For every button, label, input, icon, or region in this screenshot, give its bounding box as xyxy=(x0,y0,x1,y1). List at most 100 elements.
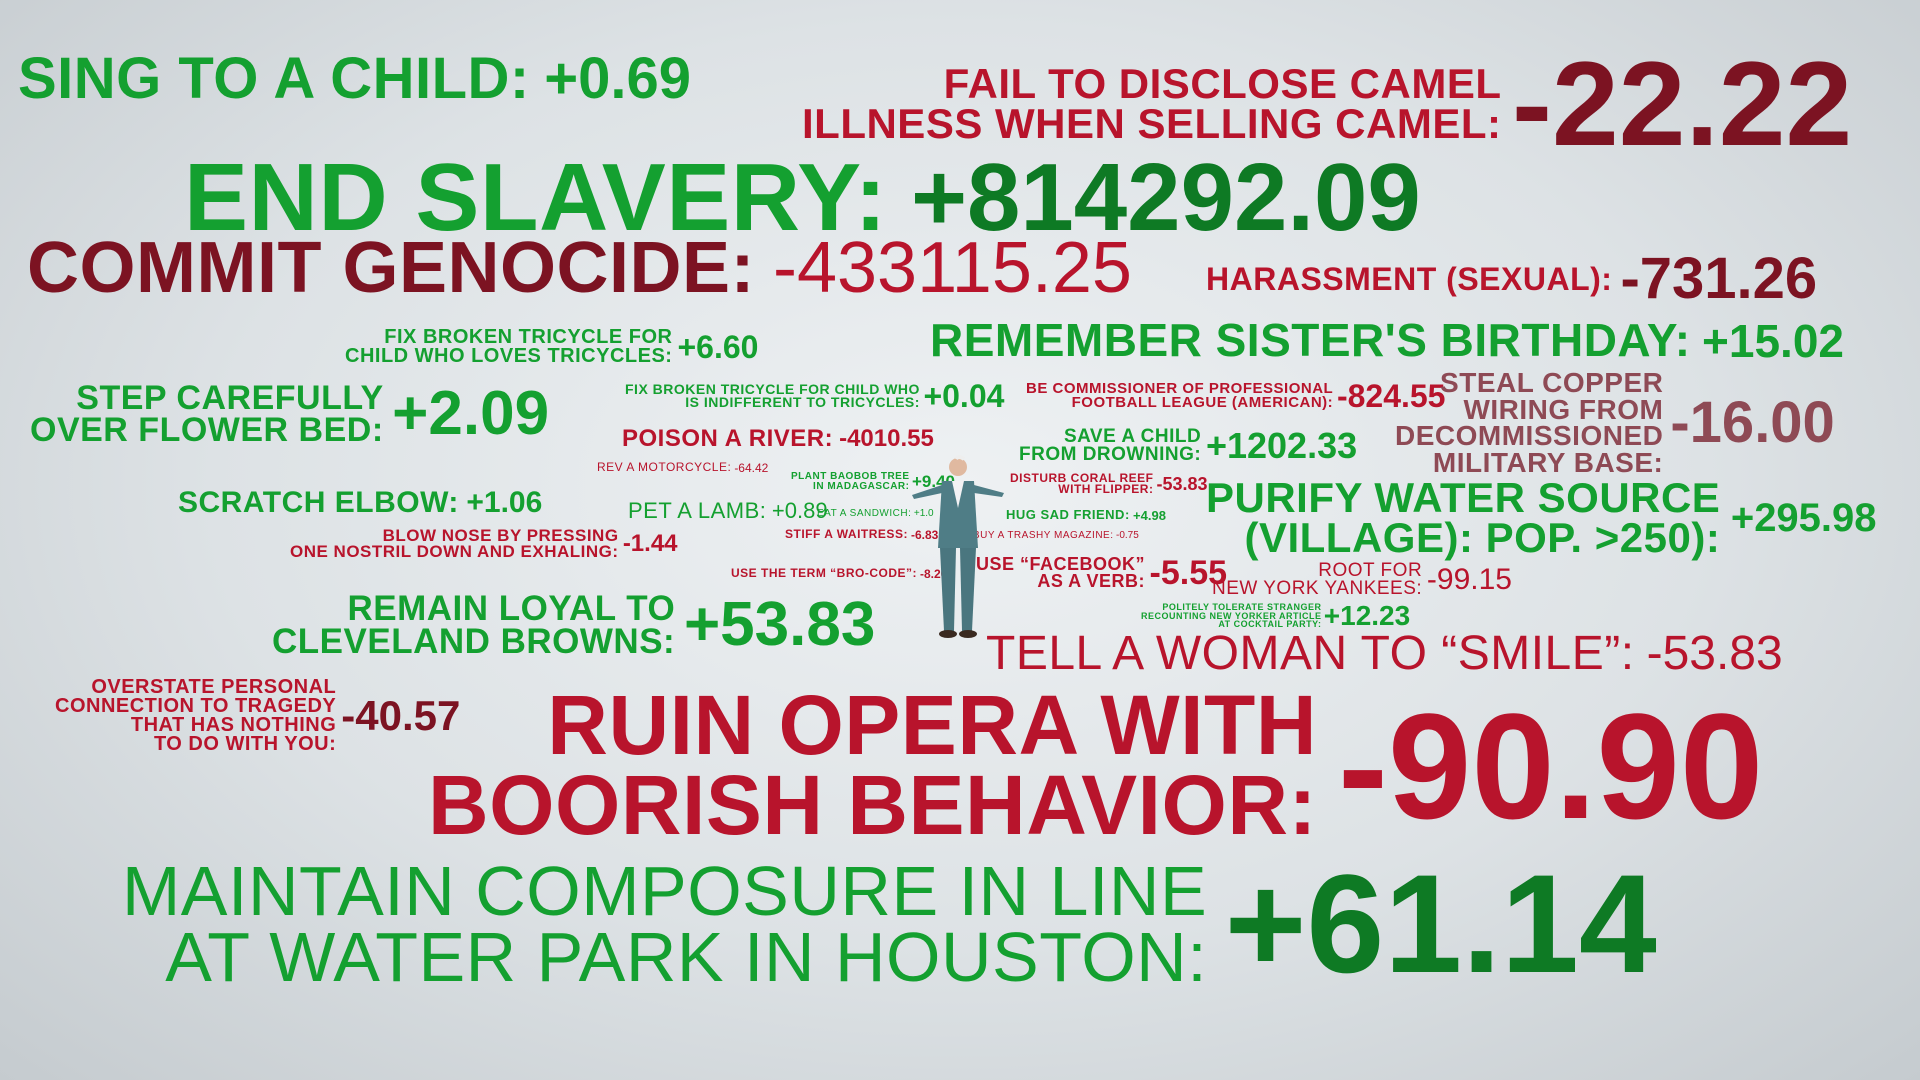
deed-label: USE “FACEBOOK” AS A VERB: xyxy=(976,554,1146,590)
deed-label: USE THE TERM “BRO-CODE”: xyxy=(731,566,917,581)
deed-label-line: IS INDIFFERENT TO TRICYCLES: xyxy=(685,394,920,410)
deed-label: BUY A TRASHY MAGAZINE: xyxy=(973,531,1114,541)
deed-label-line: REMAIN LOYAL TO xyxy=(347,589,676,628)
deed-label-line: DISTURB CORAL REEF xyxy=(1010,471,1154,485)
deed-label-line: ILLNESS WHEN SELLING CAMEL: xyxy=(802,100,1502,147)
deed-label-line: STIFF A WAITRESS: xyxy=(785,527,908,542)
deed-label: REV A MOTORCYCLE: xyxy=(597,461,731,473)
deed-label: BLOW NOSE BY PRESSING ONE NOSTRIL DOWN AN… xyxy=(290,526,619,562)
deed-label-line: STEP CAREFULLY xyxy=(76,379,384,417)
deed-label-line: RECOUNTING NEW YORKER ARTICLE xyxy=(1141,610,1322,621)
deed-label: HARASSMENT (SEXUAL): xyxy=(1206,260,1613,297)
deed-label-line: TO DO WITH YOU: xyxy=(153,733,337,755)
deed-label-line: USE THE TERM “BRO-CODE”: xyxy=(731,566,917,581)
deed-points: -64.42 xyxy=(734,461,769,475)
deed-label: SAVE A CHILD FROM DROWNING: xyxy=(1019,426,1202,466)
deed-label-line: CONNECTION TO TRAGEDY xyxy=(55,695,337,717)
deed-points: -40.57 xyxy=(341,692,461,739)
deed-label-line: FAIL TO DISCLOSE CAMEL xyxy=(943,60,1502,108)
deed-label-line: HARASSMENT (SEXUAL): xyxy=(1206,260,1613,297)
deed-item: STEP CAREFULLY OVER FLOWER BED: +2.09 xyxy=(30,379,550,450)
deed-label-line: MAINTAIN COMPOSURE IN LINE xyxy=(122,851,1208,930)
deed-item: USE THE TERM “BRO-CODE”: -8.20 xyxy=(731,566,947,581)
deed-label-line: BUY A TRASHY MAGAZINE: xyxy=(973,530,1114,542)
deed-label: FIX BROKEN TRICYCLE FOR CHILD WHO LOVES T… xyxy=(345,327,673,367)
deed-label-line: IN MADAGASCAR: xyxy=(813,480,910,492)
deed-label-line: WITH FLIPPER: xyxy=(1058,482,1154,497)
deed-label-line: EAT A SANDWICH: xyxy=(817,508,912,520)
deed-label-line: FOOTBALL LEAGUE (AMERICAN): xyxy=(1071,394,1334,411)
deed-label: PET A LAMB: xyxy=(628,499,766,522)
deed-label: FIX BROKEN TRICYCLE FOR CHILD WHO IS INDI… xyxy=(625,382,920,410)
deed-label-line: HUG SAD FRIEND: xyxy=(1006,507,1130,523)
deed-label: PLANT BAOBOB TREE IN MADAGASCAR: xyxy=(791,472,910,491)
deed-label: EAT A SANDWICH: xyxy=(817,509,911,519)
deed-item: SCRATCH ELBOW: +1.06 xyxy=(178,488,542,518)
deed-label-line: SAVE A CHILD xyxy=(1063,426,1202,447)
deed-item: HUG SAD FRIEND: +4.98 xyxy=(1006,507,1166,523)
deed-label-line: FROM DROWNING: xyxy=(1019,444,1202,466)
deed-item: COMMIT GENOCIDE: -433115.25 xyxy=(27,232,1132,304)
deed-label-line: OVER FLOWER BED: xyxy=(30,411,384,450)
deed-item: BLOW NOSE BY PRESSING ONE NOSTRIL DOWN AN… xyxy=(290,526,678,562)
deed-label-line: MILITARY BASE: xyxy=(1432,446,1664,478)
deed-points: -53.83 xyxy=(1646,627,1783,680)
deed-label-line: WIRING FROM xyxy=(1463,393,1664,425)
deed-points: +2.09 xyxy=(392,379,550,449)
deed-label: POISON A RIVER: xyxy=(622,426,833,451)
deed-label-line: NEW YORK YANKEES: xyxy=(1212,578,1423,600)
deed-points: +0.04 xyxy=(923,378,1005,414)
deed-item: PURIFY WATER SOURCE (VILLAGE): POP. >250)… xyxy=(1206,474,1877,559)
deed-label-line: REMEMBER SISTER'S BIRTHDAY: xyxy=(930,314,1691,367)
deed-points: +6.60 xyxy=(677,329,759,365)
deed-item: REMEMBER SISTER'S BIRTHDAY: +15.02 xyxy=(930,314,1844,367)
deed-item: PET A LAMB: +0.89 xyxy=(628,499,828,522)
deed-points: -824.55 xyxy=(1336,378,1446,414)
deed-label: MAINTAIN COMPOSURE IN LINE AT WATER PARK … xyxy=(122,851,1208,992)
deed-label-line: PURIFY WATER SOURCE xyxy=(1206,474,1721,521)
deed-points: -16.00 xyxy=(1670,390,1835,456)
deed-label-line: RUIN OPERA WITH xyxy=(547,678,1317,772)
deed-label: SING TO A CHILD: xyxy=(18,50,530,108)
deed-points: +1.06 xyxy=(466,486,543,519)
deed-label: REMAIN LOYAL TO CLEVELAND BROWNS: xyxy=(272,589,676,662)
deed-label: PURIFY WATER SOURCE (VILLAGE): POP. >250)… xyxy=(1206,474,1721,559)
deed-label-line: ONE NOSTRIL DOWN AND EXHALING: xyxy=(290,542,619,562)
deed-label: OVERSTATE PERSONAL CONNECTION TO TRAGEDY T… xyxy=(55,677,337,755)
deed-points: +0.69 xyxy=(544,46,691,111)
deed-label-line: USE “FACEBOOK” xyxy=(976,554,1146,574)
deed-label-line: END SLAVERY: xyxy=(184,144,887,252)
deed-item: BE COMMISSIONER OF PROFESSIONAL FOOTBALL … xyxy=(1026,380,1445,412)
deed-points: +15.02 xyxy=(1702,315,1844,367)
deed-item: SAVE A CHILD FROM DROWNING: +1202.33 xyxy=(1019,426,1357,466)
deed-label-line: TELL A WOMAN TO “SMILE”: xyxy=(986,627,1635,681)
deed-points: -90.90 xyxy=(1337,681,1764,850)
deed-points: +12.23 xyxy=(1323,600,1411,631)
deed-label: HUG SAD FRIEND: xyxy=(1006,507,1130,523)
deed-points: -4010.55 xyxy=(839,425,934,452)
deed-item: FAIL TO DISCLOSE CAMEL ILLNESS WHEN SELLI… xyxy=(802,44,1852,164)
deed-points: -731.26 xyxy=(1620,246,1818,311)
deed-label: TELL A WOMAN TO “SMILE”: xyxy=(986,627,1635,681)
deed-item: REMAIN LOYAL TO CLEVELAND BROWNS: +53.83 xyxy=(272,589,875,662)
deed-item: EAT A SANDWICH: +1.0 xyxy=(817,509,934,519)
deed-points: -99.15 xyxy=(1426,563,1512,597)
deed-label: REMEMBER SISTER'S BIRTHDAY: xyxy=(930,314,1691,367)
deed-points: +814292.09 xyxy=(910,144,1421,251)
deed-label: STEP CAREFULLY OVER FLOWER BED: xyxy=(30,379,384,450)
deed-label-line: THAT HAS NOTHING xyxy=(130,714,337,736)
deed-points: +1.0 xyxy=(913,508,934,519)
deed-label-line: STEAL COPPER xyxy=(1440,367,1664,398)
deed-points: -0.75 xyxy=(1116,530,1139,541)
deed-item: END SLAVERY: +814292.09 xyxy=(184,144,1421,252)
deed-label-line: BLOW NOSE BY PRESSING xyxy=(382,526,619,545)
deed-label-line: BE COMMISSIONER OF PROFESSIONAL xyxy=(1026,379,1334,397)
deed-label: ROOT FOR NEW YORK YANKEES: xyxy=(1212,561,1423,600)
deed-item: TELL A WOMAN TO “SMILE”: -53.83 xyxy=(986,630,1783,678)
deed-label-line: CLEVELAND BROWNS: xyxy=(272,622,676,662)
deed-item: ROOT FOR NEW YORK YANKEES: -99.15 xyxy=(1212,561,1512,600)
deed-label-line: SCRATCH ELBOW: xyxy=(178,485,459,519)
deed-label-line: AT COCKTAIL PARTY: xyxy=(1218,619,1322,630)
deed-label-line: POLITELY TOLERATE STRANGER xyxy=(1162,602,1322,613)
deed-label-line: CHILD WHO LOVES TRICYCLES: xyxy=(345,345,673,367)
